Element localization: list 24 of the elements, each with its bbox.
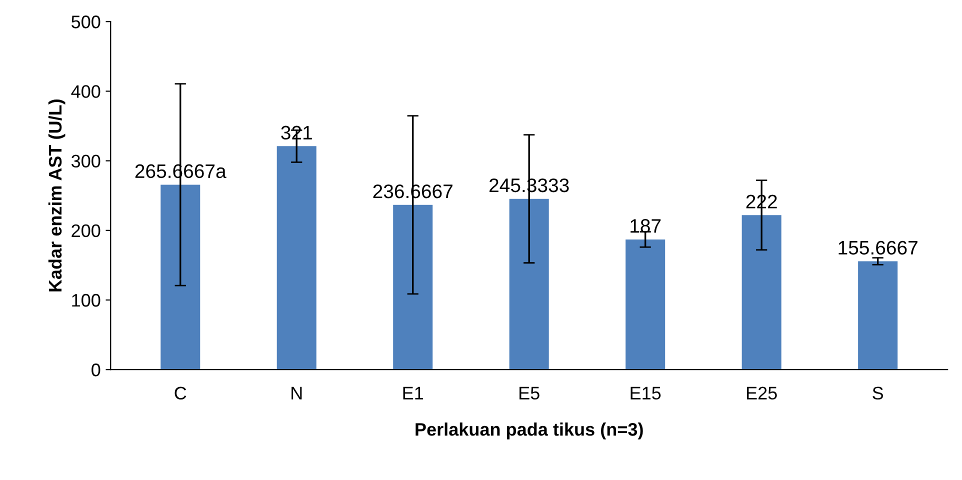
x-tick-label: E15 — [630, 386, 661, 400]
y-tick-label: 500 — [72, 16, 100, 28]
y-tick-label: 300 — [71, 154, 100, 168]
y-tick-label: 0 — [92, 364, 100, 376]
y-tick-label: 100 — [72, 294, 100, 307]
x-tick-label: E5 — [520, 386, 540, 400]
bar — [742, 215, 782, 370]
bar — [858, 261, 898, 370]
x-tick-label: N — [292, 386, 302, 400]
bar — [393, 204, 433, 370]
bar — [276, 146, 316, 370]
x-tick-label: S — [872, 386, 884, 400]
y-tick-label: 200 — [72, 224, 100, 238]
data-label: 187 — [630, 219, 661, 233]
x-tick-label: C — [174, 386, 186, 400]
bar — [509, 198, 549, 370]
x-tick-label: E25 — [747, 386, 777, 400]
y-axis-title: Kadar enzim AST (U/L) — [48, 100, 66, 292]
y-tick-label: 400 — [71, 85, 100, 98]
bar — [626, 239, 666, 370]
x-tick-label: E1 — [403, 386, 424, 400]
bar — [160, 184, 200, 370]
data-label: 155.6667 — [838, 240, 918, 255]
x-axis-title: Perlakuan pada tikus (n=3) — [416, 422, 643, 440]
